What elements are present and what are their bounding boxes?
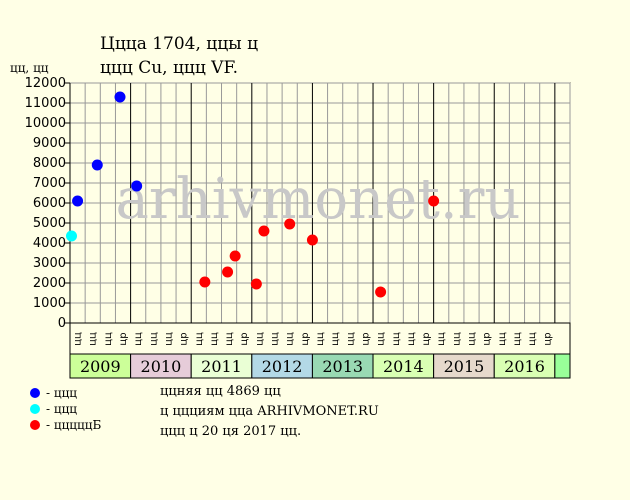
year-cell	[493, 353, 556, 379]
month-label: цц	[406, 332, 417, 346]
year-label: 2016	[504, 357, 545, 376]
month-label: цц	[467, 332, 478, 346]
y-tick-label: 8000	[33, 156, 66, 171]
year-label: 2010	[141, 357, 182, 376]
year-label: 2011	[201, 357, 242, 376]
month-label: цц	[527, 332, 538, 346]
note-average: ццняя цц 4869 цц	[160, 384, 281, 399]
year-cell	[130, 353, 192, 379]
note-date: ццц ц 20 ця 2017 цц.	[160, 424, 302, 439]
month-label: цц	[133, 332, 144, 346]
month-label: цц	[270, 332, 281, 346]
y-tick-label: 10000	[25, 116, 66, 131]
month-label: цр	[360, 332, 371, 345]
month-label: цц	[376, 332, 387, 346]
y-tick-label: 9000	[33, 136, 66, 151]
legend-item-cyan: - ццц	[30, 402, 77, 416]
year-cell	[433, 353, 495, 379]
month-label: цр	[179, 332, 190, 345]
month-label: цц	[194, 332, 205, 346]
data-point	[250, 278, 262, 290]
year-label: 2012	[262, 357, 303, 376]
year-cell	[69, 353, 132, 379]
data-point	[222, 266, 234, 278]
y-tick-label: 5000	[33, 216, 66, 231]
year-cell	[311, 353, 374, 379]
y-tick-label: 0	[58, 316, 66, 331]
month-label: цр	[421, 332, 432, 345]
data-point	[428, 195, 440, 207]
legend-label-blue: - ццц	[46, 386, 78, 400]
data-point	[66, 230, 78, 242]
y-tick-label: 1000	[33, 296, 66, 311]
watermark: arhivmonet.ru	[116, 167, 521, 232]
month-label: цц	[512, 332, 523, 346]
legend-label-cyan: - ццц	[46, 402, 78, 416]
month-label: цц	[497, 332, 508, 346]
legend-item-blue: - ццц	[30, 386, 77, 400]
year-label: 2015	[444, 357, 485, 376]
chart-title-line2: ццц Cu, ццц VF.	[100, 58, 238, 78]
data-point	[229, 250, 241, 262]
data-point	[258, 225, 270, 237]
month-label: цц	[163, 332, 174, 346]
legend-label-red: - цццццБ	[46, 418, 102, 432]
year-label: 2009	[80, 357, 121, 376]
y-tick-label: 12000	[25, 76, 66, 91]
month-label: цц	[436, 332, 447, 346]
data-point	[91, 159, 103, 171]
legend-dot-blue	[30, 388, 40, 398]
y-tick-label: 11000	[25, 96, 66, 111]
month-label: цр	[300, 332, 311, 345]
data-point	[131, 180, 143, 192]
year-label: 2014	[383, 357, 424, 376]
legend-item-red: - цццццБ	[30, 418, 101, 432]
month-label: цц	[148, 332, 159, 346]
month-label: цр	[118, 332, 129, 345]
y-tick-label: 4000	[33, 236, 66, 251]
data-point	[72, 195, 84, 207]
chart-title-line1: Ццца 1704, ццы ц	[100, 34, 259, 54]
month-label: цц	[285, 332, 296, 346]
month-label: цр	[482, 332, 493, 345]
y-tick-label: 3000	[33, 256, 66, 271]
data-point	[284, 218, 296, 230]
legend-dot-red	[30, 420, 40, 430]
month-label: цр	[542, 332, 553, 345]
legend-dot-cyan	[30, 404, 40, 414]
data-point	[375, 286, 387, 298]
month-label: цр	[239, 332, 250, 345]
year-cell	[190, 353, 253, 379]
month-label: цц	[451, 332, 462, 346]
month-label: цц	[391, 332, 402, 346]
month-label: цц	[345, 332, 356, 346]
data-point	[306, 234, 318, 246]
data-point	[114, 91, 126, 103]
y-axis-label: цц, цц	[10, 61, 49, 75]
y-tick-label: 6000	[33, 196, 66, 211]
month-label: цц	[209, 332, 220, 346]
data-point	[199, 276, 211, 288]
y-tick-label: 7000	[33, 176, 66, 191]
month-label: цц	[88, 332, 99, 346]
month-label: цц	[103, 332, 114, 346]
month-label: цц	[73, 332, 84, 346]
month-label: цц	[254, 332, 265, 346]
note-source: ц ццциям цца ARHIVMONET.RU	[160, 404, 379, 419]
year-cell	[251, 353, 313, 379]
month-label: цц	[315, 332, 326, 346]
year-label: 2013	[322, 357, 363, 376]
year-cell	[554, 353, 571, 379]
y-tick-label: 2000	[33, 276, 66, 291]
month-label: цц	[330, 332, 341, 346]
month-label: цц	[224, 332, 235, 346]
